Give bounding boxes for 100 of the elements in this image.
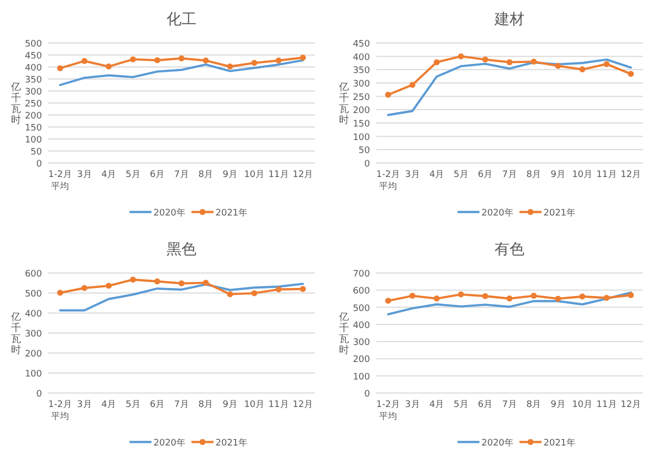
- y-tick-label: 100: [24, 136, 42, 146]
- x-tick-label: 4月: [101, 170, 116, 180]
- point: [579, 293, 586, 300]
- point: [178, 280, 184, 286]
- x-tick-label: 4月: [101, 400, 116, 410]
- y-tick-label: 200: [352, 106, 370, 116]
- x-tick-label: 9月: [550, 170, 566, 180]
- x-tick-label: 8月: [526, 400, 542, 410]
- point: [579, 66, 586, 72]
- x-tick-label: 12月: [292, 170, 314, 180]
- point: [106, 64, 112, 70]
- legend-label: 2020年: [482, 208, 514, 218]
- point: [202, 58, 209, 64]
- point: [57, 290, 64, 296]
- y-tick-label: 350: [24, 76, 42, 86]
- legend-label: 2020年: [154, 208, 186, 218]
- point: [130, 56, 136, 62]
- x-tick-label: 3月: [77, 400, 92, 410]
- point: [276, 286, 282, 292]
- y-tick-label: 0: [36, 390, 42, 400]
- chart-title: 建材: [494, 10, 524, 28]
- point: [227, 64, 234, 70]
- point: [482, 293, 488, 300]
- point: [178, 55, 184, 62]
- point: [227, 291, 234, 298]
- point: [409, 292, 416, 299]
- point: [81, 285, 88, 291]
- point: [458, 53, 464, 60]
- y-tick-label: 250: [24, 100, 42, 110]
- x-tick-label: 5月: [126, 170, 140, 180]
- y-axis-title: 亿千瓦时: [10, 312, 21, 356]
- point: [385, 92, 392, 98]
- point: [154, 57, 160, 64]
- x-tick-label: 12月: [292, 400, 314, 410]
- point: [555, 296, 562, 302]
- point: [385, 298, 392, 304]
- x-tick-label: 7月: [502, 170, 517, 180]
- x-tick-label: 6月: [478, 400, 493, 410]
- point: [106, 282, 112, 289]
- x-tick-label: 8月: [526, 170, 542, 180]
- point: [506, 296, 512, 302]
- y-tick-label: 0: [36, 160, 42, 170]
- x-tick-label: 11月: [268, 170, 289, 180]
- x-tick-label: 6月: [478, 170, 493, 180]
- y-tick-label: 300: [352, 80, 370, 90]
- y-tick-label: 350: [352, 66, 370, 76]
- x-tick-label: 3月: [77, 170, 92, 180]
- y-tick-label: 150: [352, 120, 370, 130]
- x-tick-label: 4月: [429, 400, 444, 410]
- point: [154, 278, 160, 284]
- x-tick-label: 1-2月平均: [48, 170, 72, 192]
- x-tick-label: 5月: [454, 170, 468, 180]
- x-tick-label: 10月: [244, 170, 265, 180]
- y-tick-label: 300: [352, 338, 370, 348]
- point: [530, 292, 537, 299]
- y-axis-title: 亿千瓦时: [338, 82, 349, 126]
- x-tick-label: 11月: [596, 170, 617, 180]
- legend-label: 2021年: [544, 438, 576, 448]
- y-tick-label: 200: [24, 112, 42, 122]
- y-tick-label: 400: [24, 310, 42, 320]
- y-tick-label: 400: [24, 64, 42, 74]
- point: [506, 59, 512, 66]
- y-tick-label: 250: [352, 92, 370, 103]
- x-tick-label: 4月: [429, 170, 444, 180]
- x-tick-label: 7月: [174, 170, 189, 180]
- y-tick-label: 50: [30, 148, 42, 158]
- point: [628, 70, 634, 77]
- point: [300, 54, 306, 61]
- x-tick-label: 10月: [572, 400, 593, 410]
- x-tick-label: 12月: [620, 170, 642, 180]
- point: [434, 296, 440, 302]
- legend-label: 2021年: [544, 208, 576, 218]
- point: [276, 58, 282, 64]
- x-tick-label: 11月: [268, 400, 289, 410]
- y-axis-title: 亿千瓦时: [338, 312, 349, 356]
- y-tick-label: 150: [24, 124, 42, 134]
- point: [81, 58, 88, 64]
- point: [409, 82, 416, 88]
- legend-label: 2020年: [154, 438, 186, 448]
- y-tick-label: 450: [24, 52, 42, 62]
- x-tick-label: 6月: [150, 170, 165, 180]
- y-tick-label: 400: [352, 320, 370, 331]
- x-tick-label: 10月: [572, 170, 593, 180]
- y-tick-label: 500: [24, 290, 42, 300]
- y-tick-label: 400: [352, 52, 370, 63]
- x-tick-label: 9月: [222, 400, 238, 410]
- x-tick-label: 10月: [244, 400, 265, 410]
- point: [628, 292, 634, 298]
- line-series: [387, 58, 632, 116]
- point: [251, 290, 258, 296]
- y-tick-label: 500: [24, 40, 42, 50]
- x-tick-label: 9月: [222, 170, 238, 180]
- y-tick-label: 0: [364, 160, 370, 170]
- x-tick-label: 3月: [405, 170, 420, 180]
- x-tick-label: 1-2月平均: [376, 170, 400, 192]
- chart-title: 有色: [494, 240, 524, 258]
- x-tick-label: 3月: [405, 400, 420, 410]
- y-tick-label: 600: [24, 270, 42, 280]
- point: [530, 58, 537, 65]
- legend-label: 2021年: [216, 438, 248, 448]
